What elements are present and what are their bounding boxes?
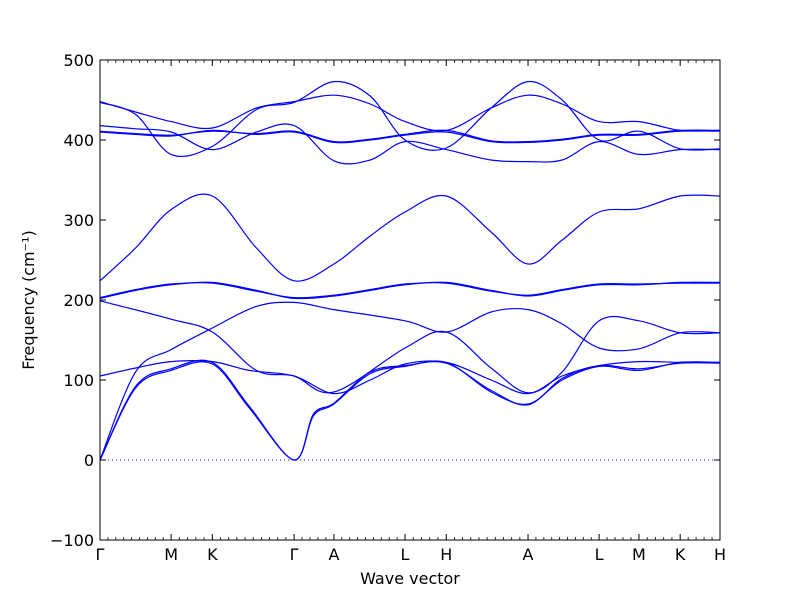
y-tick-label: −100 [50,531,94,550]
y-tick-label: 200 [63,291,94,310]
x-tick-label: Γ [290,545,299,564]
band-line-1 [99,360,721,461]
x-tick-label: A [523,545,534,564]
band-line-4 [99,360,721,395]
x-tick-label: H [714,545,726,564]
x-tick-label: K [675,545,686,564]
y-tick-label: 500 [63,51,94,70]
x-tick-label: H [440,545,452,564]
x-axis-label: Wave vector [360,569,460,588]
band-line-6 [99,281,721,300]
plot-frame [99,59,721,541]
y-tick-label: 300 [63,211,94,230]
band-line-3 [99,301,721,461]
band-line-2 [99,359,721,461]
y-tick-label: 100 [63,371,94,390]
x-tick-label: L [595,545,604,564]
band-line-8 [99,193,721,282]
y-tick-label: 400 [63,131,94,150]
x-tick-label: L [401,545,410,564]
x-tick-label: K [207,545,218,564]
band-line-12 [99,94,721,132]
band-line-13 [99,80,721,158]
y-axis-label: Frequency (cm⁻¹) [19,230,38,369]
x-tick-label: Γ [96,545,105,564]
x-tick-label: M [632,545,646,564]
y-tick-label: 0 [84,451,94,470]
band-line-10 [99,129,721,143]
x-tick-label: A [328,545,339,564]
band-line-7 [99,282,721,299]
x-tick-label: M [164,545,178,564]
band-line-11 [99,123,721,165]
band-line-5 [99,300,721,394]
